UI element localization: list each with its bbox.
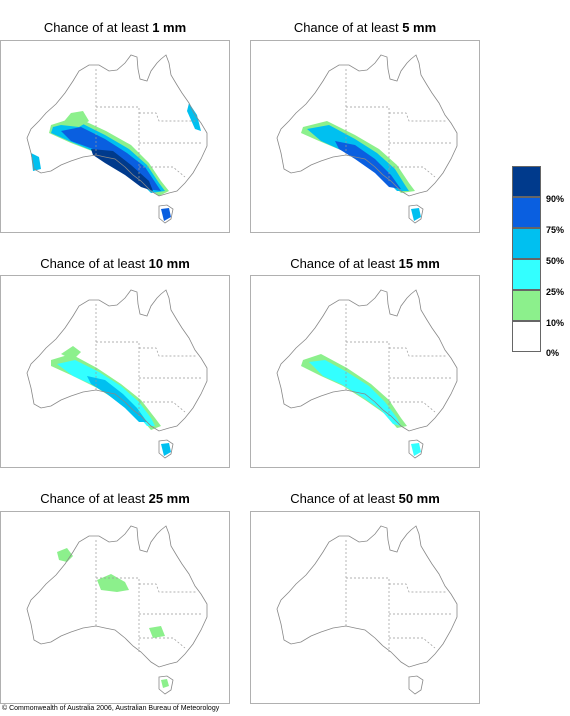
- panel-title-1mm: Chance of at least 1 mm: [0, 20, 230, 35]
- panel-title-5mm: Chance of at least 5 mm: [250, 20, 480, 35]
- australia-map: [26, 289, 208, 459]
- legend-label-90: 90%: [546, 194, 565, 204]
- title-amount: 10 mm: [148, 256, 190, 271]
- probability-region: [91, 149, 153, 191]
- copyright-notice: © Commonwealth of Australia 2006, Austra…: [2, 705, 220, 712]
- legend-label-75: 75%: [546, 225, 565, 235]
- state-border: [346, 106, 390, 181]
- australia-map: [276, 525, 458, 695]
- legend-swatch-75: [512, 197, 541, 228]
- state-border: [139, 166, 186, 178]
- legend-swatch-50: [512, 228, 541, 259]
- probability-region: [61, 111, 89, 127]
- probability-region: [97, 574, 129, 592]
- state-border: [389, 401, 436, 413]
- state-border: [139, 583, 197, 593]
- panel-title-50mm: Chance of at least 50 mm: [250, 491, 480, 506]
- tasmania-coastline: [408, 204, 424, 224]
- panel-title-25mm: Chance of at least 25 mm: [0, 491, 230, 506]
- legend-swatch-90: [512, 166, 541, 197]
- state-border: [389, 637, 436, 649]
- state-border: [346, 341, 390, 416]
- australia-map: [276, 54, 458, 224]
- probability-region: [149, 626, 165, 638]
- tasmania-coastline: [408, 439, 424, 459]
- map-panel-25mm: [0, 511, 230, 704]
- tasmania-coastline: [158, 439, 174, 459]
- coastline: [276, 289, 458, 432]
- coastline: [26, 289, 208, 432]
- australia-map: [26, 54, 208, 224]
- australia-map: [276, 289, 458, 459]
- legend-label-25: 25%: [546, 287, 565, 297]
- coastline: [276, 54, 458, 197]
- title-amount: 5 mm: [402, 20, 437, 35]
- state-border: [389, 347, 447, 357]
- state-border: [389, 166, 436, 178]
- mainland-landmass: [27, 290, 207, 431]
- mainland-landmass: [277, 526, 457, 667]
- tasmania-landmass: [409, 676, 423, 694]
- mainland-landmass: [27, 55, 207, 196]
- state-border: [346, 577, 390, 652]
- title-prefix: Chance of at least: [290, 491, 399, 506]
- australia-map: [26, 525, 208, 695]
- probability-region: [87, 376, 147, 422]
- state-border: [96, 577, 140, 652]
- mainland-landmass: [27, 526, 207, 667]
- coastline: [26, 525, 208, 668]
- map-panel-1mm: [0, 40, 230, 233]
- title-prefix: Chance of at least: [40, 491, 149, 506]
- state-border: [139, 401, 186, 413]
- title-prefix: Chance of at least: [290, 256, 399, 271]
- title-amount: 25 mm: [148, 491, 190, 506]
- state-border: [139, 347, 197, 357]
- title-amount: 1 mm: [152, 20, 187, 35]
- title-prefix: Chance of at least: [40, 256, 149, 271]
- map-panel-5mm: [250, 40, 480, 233]
- title-amount: 50 mm: [398, 491, 440, 506]
- tasmania-coastline: [158, 204, 174, 224]
- tasmania-coastline: [408, 675, 424, 695]
- probability-region: [57, 360, 155, 426]
- map-panel-15mm: [250, 275, 480, 468]
- coastline: [26, 54, 208, 197]
- probability-region: [309, 360, 401, 426]
- panel-title-10mm: Chance of at least 10 mm: [0, 256, 230, 271]
- probability-region: [161, 208, 171, 221]
- title-amount: 15 mm: [398, 256, 440, 271]
- probability-region: [187, 103, 201, 131]
- mainland-landmass: [277, 290, 457, 431]
- map-panel-10mm: [0, 275, 230, 468]
- probability-region: [61, 346, 81, 360]
- legend-swatch-0: [512, 321, 541, 352]
- state-border: [139, 637, 186, 649]
- tasmania-coastline: [158, 675, 174, 695]
- state-border: [389, 583, 447, 593]
- legend-label-10: 10%: [546, 318, 565, 328]
- state-border: [389, 112, 447, 122]
- probability-region: [161, 679, 169, 688]
- state-border: [96, 341, 140, 416]
- mainland-landmass: [277, 55, 457, 196]
- probability-region: [411, 208, 421, 221]
- probability-region: [335, 141, 401, 189]
- state-border: [96, 106, 140, 181]
- legend-label-50: 50%: [546, 256, 565, 266]
- probability-region: [161, 443, 171, 456]
- map-panel-50mm: [250, 511, 480, 704]
- legend-swatch-10: [512, 290, 541, 321]
- legend-swatch-25: [512, 259, 541, 290]
- state-border: [139, 112, 197, 122]
- probability-region: [411, 443, 421, 456]
- legend-label-0: 0%: [546, 348, 560, 358]
- title-prefix: Chance of at least: [43, 20, 153, 35]
- coastline: [276, 525, 458, 668]
- title-prefix: Chance of at least: [293, 20, 403, 35]
- panel-title-15mm: Chance of at least 15 mm: [250, 256, 480, 271]
